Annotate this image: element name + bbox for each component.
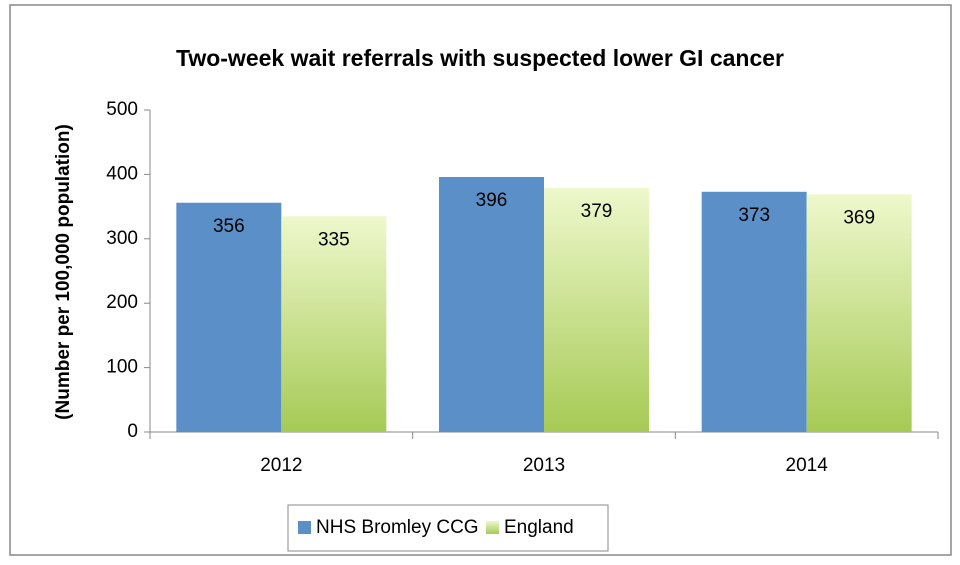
legend-box [287,504,609,552]
x-tick-label: 2012 [260,455,302,476]
bar [439,176,544,432]
y-tick-label: 100 [106,357,138,378]
legend-label: NHS Bromley CCG [316,517,479,538]
data-label: 373 [738,205,770,226]
data-label: 356 [213,216,245,237]
x-tick-label: 2014 [786,455,829,476]
bar [544,187,649,432]
x-tick-label: 2013 [523,455,565,476]
y-tick-label: 400 [106,163,138,184]
legend-label: England [504,517,574,538]
legend-swatch [486,521,499,534]
y-tick-label: 0 [127,421,138,442]
bar [176,202,282,432]
bar [701,191,807,432]
legend-swatch [298,521,311,534]
data-label: 335 [318,229,350,250]
bar [806,194,912,432]
bar [281,216,387,432]
data-label: 369 [843,207,875,228]
y-tick-label: 300 [106,228,138,249]
data-label: 396 [476,190,508,211]
chart-title: Two-week wait referrals with suspected l… [176,45,784,71]
data-label: 379 [581,201,613,222]
y-axis-label: (Number per 100,000 population) [53,124,74,420]
y-tick-label: 200 [106,292,138,313]
y-tick-label: 500 [106,99,138,120]
